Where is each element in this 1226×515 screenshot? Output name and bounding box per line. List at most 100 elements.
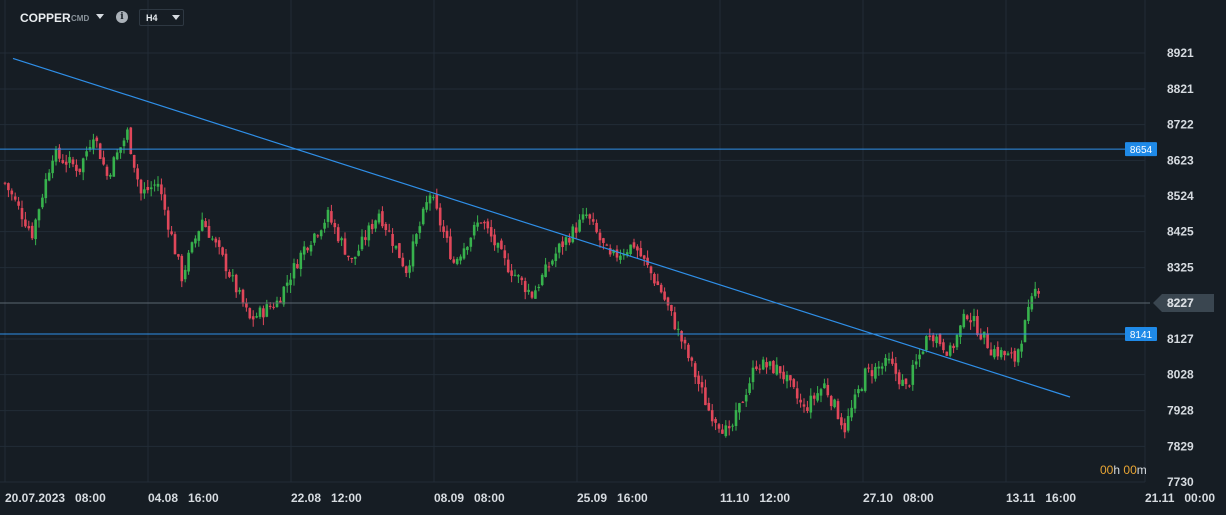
countdown-hours-unit: h: [1113, 463, 1121, 477]
candle-body: [126, 129, 129, 140]
candle-body: [20, 208, 24, 220]
candle-body: [435, 194, 439, 209]
chart-toolbar: COPPER CMD i H4: [0, 0, 400, 34]
candle-body: [663, 291, 666, 300]
candle-body: [571, 226, 575, 243]
price-badge: [1125, 142, 1157, 157]
candle-body: [248, 308, 252, 319]
timeframe-select[interactable]: H4: [139, 9, 184, 26]
candle-body: [887, 358, 891, 361]
symbol-dropdown-icon[interactable]: [96, 14, 104, 19]
candle-body: [952, 345, 955, 349]
candle-body: [959, 325, 962, 338]
candle-body: [527, 289, 530, 292]
candle-body: [846, 416, 850, 431]
candle-body: [639, 248, 643, 257]
candle-body: [931, 335, 935, 342]
candle-body: [547, 266, 551, 268]
candle-body: [758, 368, 762, 370]
candle-body: [479, 222, 483, 224]
candle-body: [935, 336, 938, 344]
candle-body: [901, 379, 904, 386]
y-tick-label: 8524: [1167, 189, 1194, 203]
candle-body: [384, 223, 388, 230]
candle-body: [636, 246, 639, 251]
candle-body: [449, 236, 452, 260]
candle-body: [394, 245, 398, 249]
candle-body: [37, 209, 41, 221]
x-tick-label: 21.11 00:00: [1145, 491, 1215, 505]
candle-body: [438, 207, 442, 226]
y-tick-label: 8325: [1167, 261, 1194, 275]
candle-body: [979, 333, 983, 340]
candle-body: [602, 238, 605, 243]
candle-body: [530, 291, 534, 298]
candle-body: [455, 258, 459, 264]
candle-body: [914, 361, 918, 365]
trendline[interactable]: [12, 57, 1071, 398]
candle-body: [965, 315, 969, 320]
candle-body: [486, 221, 490, 229]
candle-body: [819, 389, 823, 396]
candle-body: [75, 164, 78, 171]
candle-body: [105, 166, 109, 176]
candle-body: [61, 160, 65, 164]
drawn-lines[interactable]: 8654 8141 8227: [0, 57, 1214, 398]
candle-body: [272, 306, 275, 308]
candle-body: [44, 179, 48, 199]
time-axis[interactable]: 20.07.2023 08:00 04.08 16:00 22.08 12:00 08…: [5, 491, 1215, 505]
symbol-name[interactable]: COPPER: [20, 11, 71, 25]
candle-body: [853, 394, 857, 409]
candle-body: [241, 289, 245, 304]
candle-body: [676, 328, 680, 330]
candle-body: [217, 240, 221, 247]
candle-body: [897, 372, 901, 385]
candle-body: [816, 393, 819, 401]
y-tick-label: 8921: [1167, 46, 1194, 60]
candle-body: [160, 184, 163, 195]
candle-body: [112, 157, 116, 177]
candle-body: [690, 357, 694, 361]
candle-body: [180, 255, 184, 282]
candle-body: [156, 183, 160, 187]
candle-body: [343, 238, 347, 255]
candle-body: [51, 160, 54, 174]
y-tick-label: 8623: [1167, 153, 1194, 167]
candle-body: [302, 246, 306, 255]
candle-body: [741, 401, 745, 403]
candle-body: [78, 168, 82, 172]
candle-body: [58, 147, 61, 159]
candle-body: [415, 234, 418, 244]
current-price-label: 8227: [1167, 296, 1194, 310]
candle-body: [1006, 353, 1010, 356]
candle-countdown: 00h 00m: [1100, 463, 1147, 477]
candle-body: [357, 250, 360, 256]
candle-body: [408, 265, 411, 273]
candle-body: [976, 316, 979, 335]
candle-body: [197, 231, 201, 241]
candle-body: [1023, 320, 1027, 343]
candle-body: [323, 222, 326, 229]
candle-body: [625, 252, 629, 256]
candle-body: [989, 349, 993, 356]
candle-body: [561, 241, 564, 248]
candle-body: [615, 249, 619, 258]
candle-body: [190, 242, 194, 253]
candle-body: [972, 315, 976, 322]
info-icon[interactable]: i: [116, 11, 128, 23]
candle-body: [136, 168, 139, 180]
candle-body: [986, 333, 989, 349]
candle-body: [194, 238, 197, 244]
candle-body: [795, 388, 799, 399]
candle-body: [34, 219, 37, 240]
candle-body: [228, 271, 231, 277]
candle-body: [880, 366, 884, 369]
y-tick-label: 8425: [1167, 225, 1194, 239]
candle-body: [693, 363, 697, 378]
candle-series: [3, 126, 1040, 439]
candle-body: [622, 254, 626, 256]
candle-body: [496, 243, 500, 248]
candle-body: [1003, 351, 1006, 356]
price-axis[interactable]: 8921 8821 8722 8623 8524 8425 8325 8227 8127 8028…: [1167, 46, 1194, 489]
